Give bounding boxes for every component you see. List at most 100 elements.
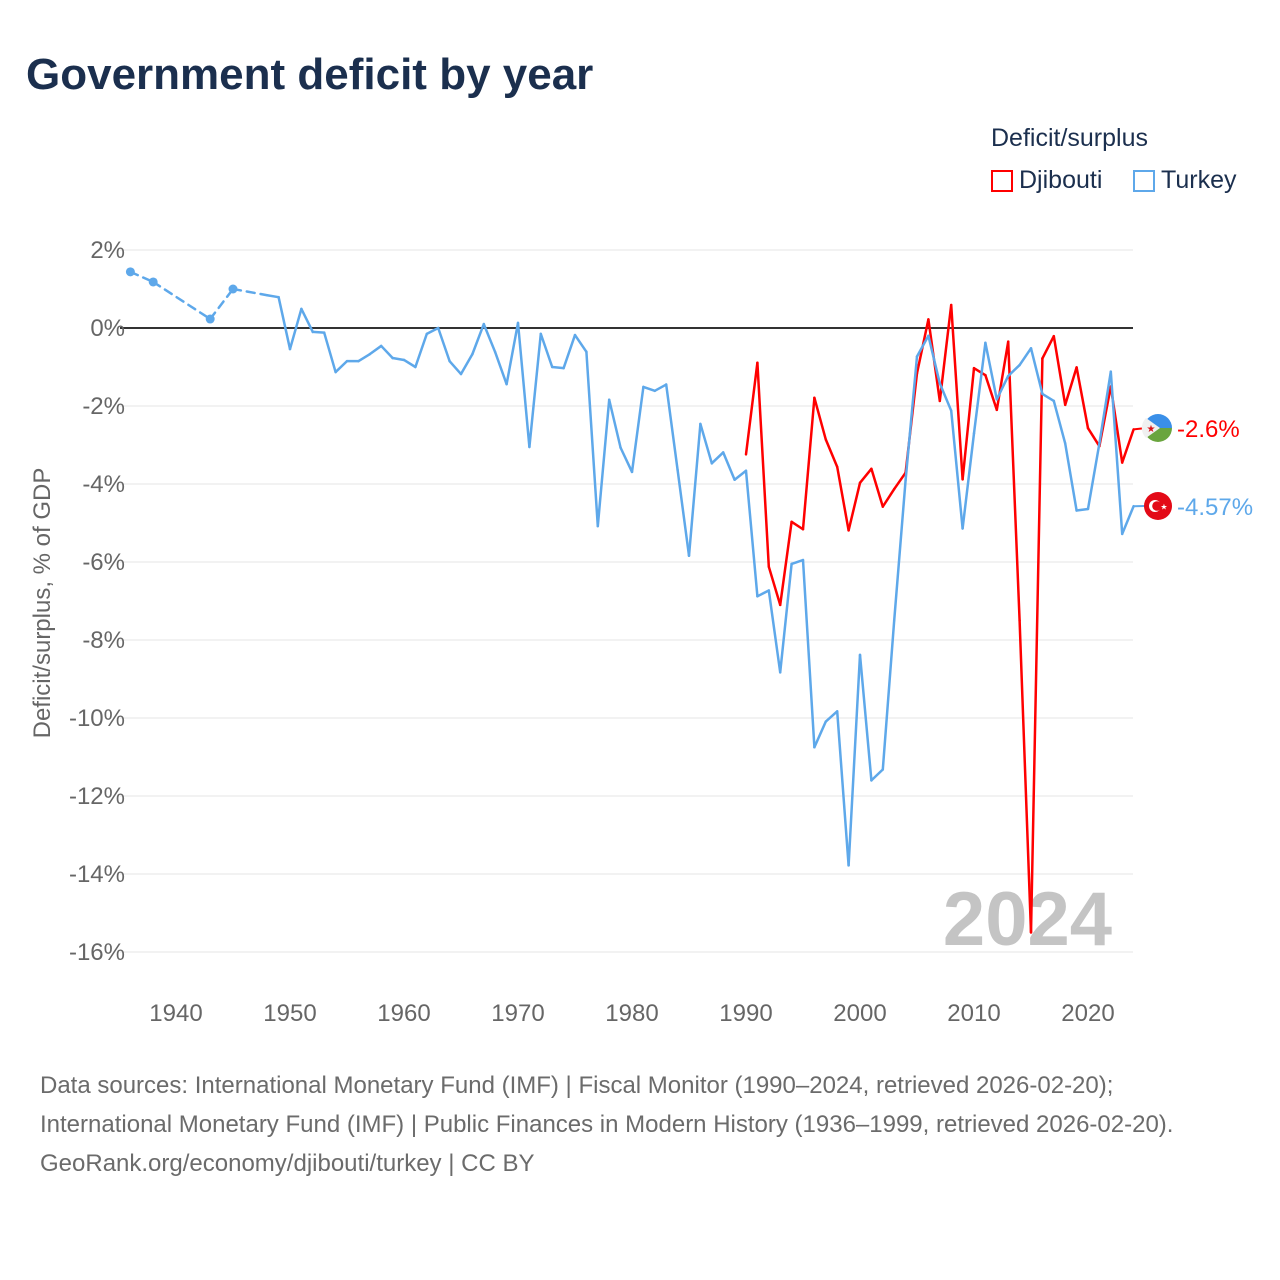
line-segment-djibouti: [870, 467, 885, 508]
line-segment-turkey: [516, 321, 531, 449]
x-tick-label: 1950: [263, 1000, 316, 1027]
flag-star: ★: [1147, 424, 1156, 435]
flag-turkey-icon: ★: [1144, 492, 1172, 520]
line-segment-turkey: [208, 287, 235, 321]
line-segment-turkey: [562, 333, 577, 370]
line-segment-turkey: [710, 451, 725, 465]
line-segment-turkey: [949, 409, 964, 530]
line-segment-turkey: [1086, 442, 1101, 511]
y-tick-label: 2%: [90, 237, 125, 264]
line-segment-djibouti: [813, 396, 828, 441]
line-segment-djibouti: [881, 487, 896, 508]
legend-item-djibouti[interactable]: Djibouti: [991, 166, 1102, 195]
line-segment-turkey: [425, 326, 440, 336]
line-segment-turkey: [984, 341, 999, 401]
line-segment-turkey: [277, 295, 292, 351]
line-segment-turkey: [505, 321, 520, 386]
legend-title: Deficit/surplus: [991, 124, 1148, 152]
line-segment-turkey: [391, 356, 406, 362]
line-segment-turkey: [311, 330, 326, 334]
flag-triangle: [1141, 418, 1160, 438]
line-segment-turkey: [1063, 442, 1078, 512]
line-segment-turkey: [995, 374, 1010, 401]
x-tick-label: 1970: [491, 1000, 544, 1027]
legend-swatch-djibouti: [991, 169, 1013, 192]
line-segment-turkey: [1075, 507, 1090, 512]
line-segment-turkey: [550, 365, 565, 370]
line-segment-turkey: [744, 469, 759, 598]
line-segment-djibouti: [984, 373, 999, 412]
chart-title: Government deficit by year: [26, 50, 594, 99]
x-tick-label: 1980: [605, 1000, 658, 1027]
source-link[interactable]: GeoRank.org/economy/djibouti/turkey | CC…: [40, 1150, 535, 1177]
line-segment-turkey: [961, 432, 976, 530]
line-segment-turkey: [664, 383, 679, 472]
end-label-turkey: -4.57%: [1177, 494, 1253, 521]
line-segment-turkey: [471, 322, 486, 356]
line-segment-turkey: [676, 468, 691, 558]
line-segment-djibouti: [995, 340, 1010, 412]
line-segment-turkey: [265, 293, 280, 299]
line-segment-turkey: [767, 589, 782, 674]
year-watermark: 2024: [943, 877, 1112, 962]
line-segment-turkey: [1006, 363, 1021, 378]
line-segment-turkey: [904, 355, 919, 482]
line-segment-turkey: [448, 359, 463, 376]
line-segment-turkey: [756, 589, 771, 598]
line-segment-djibouti: [824, 438, 839, 469]
line-segment-turkey: [231, 287, 269, 297]
line-segment-turkey: [322, 331, 337, 374]
line-segment-turkey: [721, 451, 736, 481]
line-segment-djibouti: [835, 465, 850, 532]
line-segment-turkey: [653, 383, 668, 393]
line-segment-djibouti: [1029, 357, 1044, 934]
line-segment-turkey: [414, 332, 429, 369]
line-segment-turkey: [938, 382, 953, 412]
line-segment-turkey: [881, 619, 896, 771]
legend-label-djibouti: Djibouti: [1019, 166, 1103, 194]
line-segment-turkey: [972, 341, 987, 435]
y-axis-label: Deficit/surplus, % of GDP: [29, 468, 56, 739]
line-segment-turkey: [778, 562, 793, 674]
line-segment-turkey: [630, 385, 645, 474]
line-segment-turkey: [801, 558, 816, 749]
line-segment-turkey: [1109, 370, 1124, 536]
flag-crescent-inner: [1152, 501, 1162, 511]
line-segment-djibouti: [949, 303, 964, 481]
line-segment-turkey: [687, 422, 702, 558]
line-segment-turkey: [596, 398, 611, 528]
line-segment-djibouti: [1086, 426, 1101, 448]
line-segment-turkey: [539, 332, 554, 369]
line-segment-turkey: [1120, 504, 1135, 536]
line-segment-djibouti: [858, 467, 873, 485]
flag-star: ★: [1160, 503, 1167, 512]
line-segment-turkey: [288, 307, 303, 351]
line-segment-turkey: [858, 653, 873, 782]
line-segment-turkey: [927, 334, 942, 385]
legend-item-turkey[interactable]: Turkey: [1133, 166, 1236, 195]
line-segment-turkey: [300, 307, 315, 334]
line-segment-turkey: [733, 469, 748, 481]
end-label-djibouti: -2.6%: [1177, 416, 1240, 443]
x-tick-label: 2000: [833, 1000, 886, 1027]
y-tick-label: -12%: [69, 783, 125, 810]
line-segment-djibouti: [1063, 366, 1078, 407]
line-segment-turkey: [493, 350, 508, 386]
line-segment-djibouti: [1120, 428, 1135, 464]
line-segment-turkey: [892, 478, 907, 622]
line-segment-turkey: [1029, 347, 1044, 396]
legend-label-turkey: Turkey: [1161, 166, 1237, 194]
x-tick-label: 2020: [1061, 1000, 1114, 1027]
line-segment-djibouti: [1052, 334, 1067, 407]
y-tick-label: -16%: [69, 939, 125, 966]
footer: Data sources: International Monetary Fun…: [40, 1066, 1240, 1183]
line-segment-turkey: [915, 334, 930, 358]
y-tick-label: -6%: [82, 549, 125, 576]
line-segment-turkey: [790, 558, 805, 566]
line-segment-turkey: [1052, 399, 1067, 445]
line-segment-djibouti: [1018, 619, 1033, 934]
x-tick-label: 1940: [149, 1000, 202, 1027]
line-segment-djibouti: [961, 366, 976, 481]
line-segment-djibouti: [847, 481, 862, 532]
line-segment-turkey: [436, 326, 451, 363]
